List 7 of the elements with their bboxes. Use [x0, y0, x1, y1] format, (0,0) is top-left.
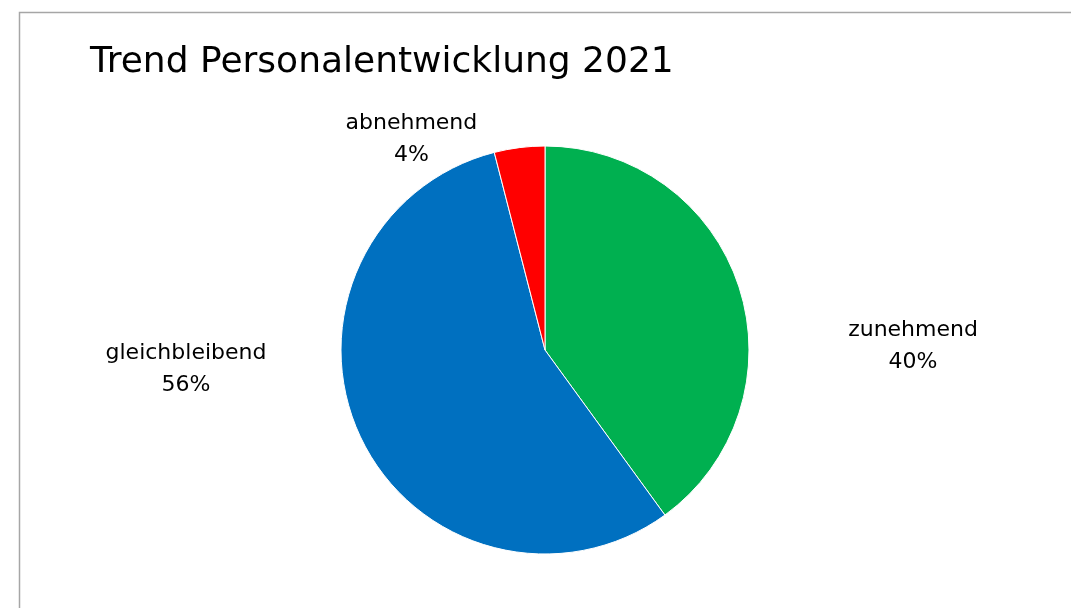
data-label: 56% [161, 370, 211, 396]
data-label: 40% [888, 347, 938, 373]
chart-title: Trend Personalentwicklung 2021 [89, 39, 674, 80]
slice-label: zunehmend [848, 315, 978, 341]
slice-label: gleichbleibend [105, 338, 267, 364]
slice-label: abnehmend [345, 108, 478, 134]
data-label: 4% [393, 140, 429, 166]
